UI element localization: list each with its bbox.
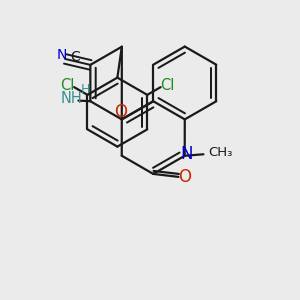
Text: O: O bbox=[114, 103, 127, 121]
Text: CH₃: CH₃ bbox=[208, 146, 233, 159]
Text: N: N bbox=[181, 145, 193, 163]
Text: N: N bbox=[57, 48, 67, 62]
Text: H: H bbox=[81, 83, 91, 96]
Text: O: O bbox=[178, 169, 191, 187]
Text: NH: NH bbox=[60, 91, 82, 106]
Text: C: C bbox=[70, 50, 80, 64]
Text: Cl: Cl bbox=[160, 78, 174, 93]
Text: Cl: Cl bbox=[60, 78, 75, 93]
